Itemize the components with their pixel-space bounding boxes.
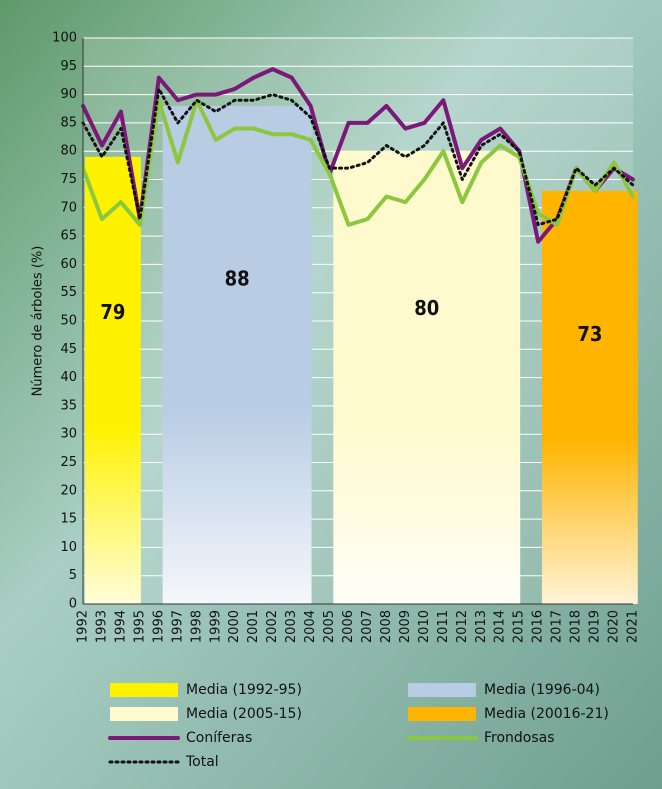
x-tick-label: 1993 (94, 610, 109, 643)
y-tick-label: 55 (60, 285, 77, 300)
legend-label: Media (1996-04) (484, 682, 600, 698)
period-value-label: 80 (414, 296, 439, 320)
y-axis-label: Número de árboles (%) (31, 246, 46, 397)
x-tick-label: 2000 (227, 610, 242, 643)
x-tick-label: 2006 (341, 610, 356, 643)
x-tick-label: 2013 (474, 610, 489, 643)
legend-swatch (408, 707, 476, 721)
x-tick-label: 2018 (569, 610, 584, 643)
y-tick-label: 15 (60, 512, 77, 527)
legend-swatch (408, 683, 476, 697)
x-tick-label: 1994 (113, 610, 128, 643)
y-tick-label: 35 (60, 398, 77, 413)
x-tick-label: 2021 (626, 610, 641, 643)
chart: Número de árboles (%) 79 88 80 73 0 5 10 15 20 25… (0, 0, 662, 789)
y-tick-label: 65 (60, 229, 77, 244)
y-tick-label: 95 (60, 59, 77, 74)
x-tick-label: 1996 (151, 610, 166, 643)
y-tick-label: 40 (60, 370, 77, 385)
x-tick-label: 2002 (265, 610, 280, 643)
y-tick-label: 45 (60, 342, 77, 357)
y-tick-label: 0 (69, 597, 77, 612)
x-tick-label: 2019 (588, 610, 603, 643)
y-tick-label: 80 (60, 144, 77, 159)
period-bar-fade (85, 157, 141, 604)
y-tick-label: 50 (60, 314, 77, 329)
x-tick-label: 2003 (284, 610, 299, 643)
period-value-label: 73 (577, 322, 602, 346)
legend-label: Media (1992-95) (186, 682, 302, 698)
y-tick-label: 30 (60, 427, 77, 442)
x-tick-label: 2001 (246, 610, 261, 643)
x-tick-label: 2007 (360, 610, 375, 643)
x-tick-label: 1999 (208, 610, 223, 643)
x-tick-label: 2012 (455, 610, 470, 643)
x-tick-label: 2005 (322, 610, 337, 643)
y-tick-label: 60 (60, 257, 77, 272)
y-tick-label: 90 (60, 87, 77, 102)
period-value-label: 79 (100, 300, 125, 324)
legend-swatch (110, 707, 178, 721)
y-tick-label: 100 (52, 31, 77, 46)
y-tick-label: 25 (60, 455, 77, 470)
x-tick-label: 2014 (493, 610, 508, 643)
legend-label: Total (185, 754, 219, 770)
y-tick-label: 75 (60, 172, 77, 187)
y-tick-label: 20 (60, 483, 77, 498)
legend-label: Coníferas (186, 730, 252, 746)
x-tick-label: 2004 (303, 610, 318, 643)
x-tick-label: 2011 (436, 610, 451, 643)
x-tick-label: 1992 (76, 610, 91, 643)
period-value-label: 88 (225, 267, 250, 291)
legend-swatch (110, 683, 178, 697)
period-bar-fade (163, 106, 312, 604)
x-tick-label: 2015 (512, 610, 527, 643)
legend-label: Frondosas (484, 730, 555, 746)
x-tick-label: 1995 (132, 610, 147, 643)
x-tick-label: 2008 (379, 610, 394, 643)
x-tick-label: 1997 (170, 610, 185, 643)
x-tick-label: 2017 (550, 610, 565, 643)
y-tick-label: 70 (60, 200, 77, 215)
y-tick-label: 85 (60, 115, 77, 130)
x-tick-label: 1998 (189, 610, 204, 643)
period-bar-fade (542, 191, 638, 604)
legend-label: Media (2005-15) (186, 706, 302, 722)
y-tick-label: 5 (69, 568, 77, 583)
x-tick-label: 2020 (607, 610, 622, 643)
x-tick-label: 2016 (531, 610, 546, 643)
legend-label: Media (20016-21) (484, 706, 609, 722)
y-tick-label: 10 (60, 540, 77, 555)
x-tick-label: 2009 (398, 610, 413, 643)
x-tick-label: 2010 (417, 610, 432, 643)
